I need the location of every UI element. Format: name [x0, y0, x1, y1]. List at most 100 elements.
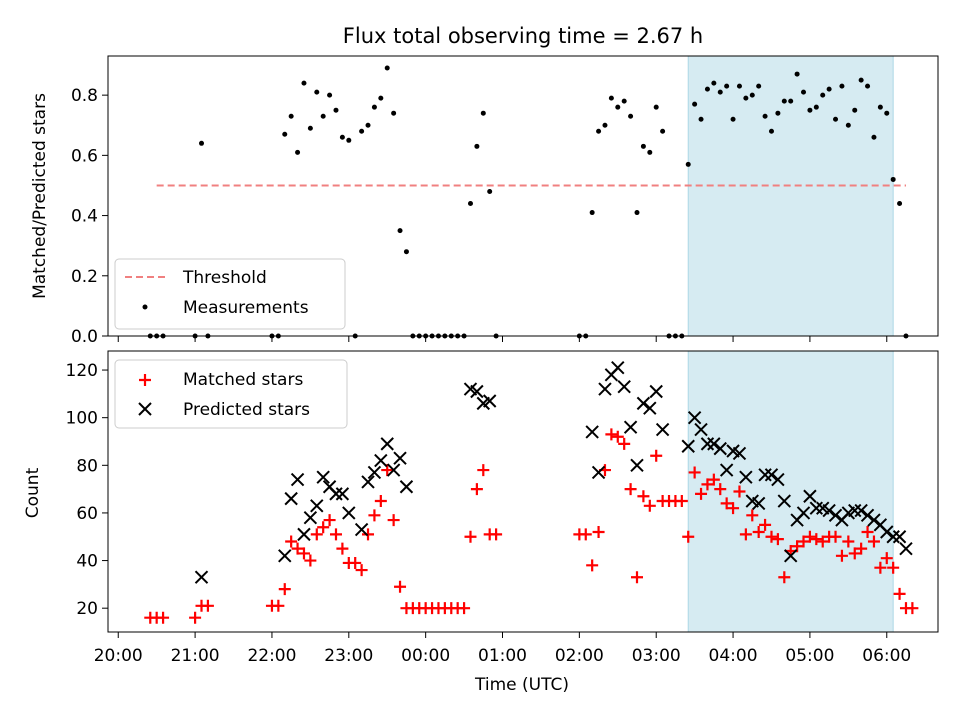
- measurement-point: [359, 128, 365, 134]
- matched-star-point: [637, 490, 650, 503]
- measurement-point: [724, 83, 730, 89]
- matched-star-point: [778, 571, 791, 584]
- measurement-point: [756, 83, 762, 89]
- plot-frame-bottom: [107, 350, 939, 633]
- measurement-point: [736, 83, 742, 89]
- predicted-star-point: [687, 410, 702, 425]
- matched-star-point: [752, 525, 765, 538]
- predicted-star-point: [860, 508, 875, 523]
- y-tick-label-bottom: 40: [76, 552, 98, 572]
- predicted-star-point: [598, 382, 612, 396]
- matched-star-point: [355, 564, 368, 577]
- predicted-star-point: [354, 522, 369, 537]
- y-tick-label-bottom: 100: [66, 409, 98, 429]
- measurement-point: [403, 249, 409, 255]
- matched-star-point: [297, 547, 310, 560]
- measurement-point: [653, 104, 659, 110]
- legend-predicted-swatch: [138, 402, 152, 416]
- x-tick-label: 23:00: [324, 646, 373, 666]
- x-tick-label: 02:00: [555, 646, 604, 666]
- matched-star-point: [618, 437, 631, 450]
- predicted-star-point: [649, 384, 663, 399]
- x-tick-label: 01:00: [478, 646, 527, 666]
- measurement-point: [890, 176, 896, 182]
- predicted-star-point: [880, 525, 894, 539]
- matched-star-point: [157, 611, 170, 624]
- matched-star-point: [906, 602, 919, 615]
- y-tick-label-bottom: 20: [76, 599, 98, 619]
- matched-star-point: [201, 599, 214, 612]
- predicted-star-point: [694, 422, 708, 437]
- measurement-point: [711, 80, 717, 86]
- matched-star-point: [746, 509, 759, 522]
- y-tick-label-bottom: 60: [76, 504, 98, 524]
- measurement-point: [852, 107, 858, 113]
- matched-star-point: [458, 602, 471, 615]
- measurement-point: [743, 95, 749, 101]
- predicted-star-point: [796, 506, 811, 520]
- predicted-star-point: [822, 503, 836, 518]
- measurement-point: [730, 116, 736, 122]
- predicted-star-point: [803, 489, 817, 503]
- predicted-star-point: [899, 541, 913, 556]
- x-axis-ticks-bottom: 20:00 21:00 22:00 23:00 00:00 01:00 02:00 03:00…: [94, 632, 911, 666]
- matched-star-point: [394, 580, 407, 593]
- x-tick-label: 05:00: [785, 646, 834, 666]
- matched-star-point: [624, 483, 637, 496]
- measurement-point: [794, 71, 800, 77]
- measurement-point: [621, 98, 627, 104]
- matched-star-point: [374, 495, 387, 508]
- predicted-star-point: [310, 499, 324, 513]
- measurement-point: [384, 65, 390, 71]
- x-tick-label: 22:00: [247, 646, 296, 666]
- predicted-star-point: [374, 453, 388, 468]
- measurement-point: [596, 128, 602, 134]
- matched-star-point: [329, 528, 342, 541]
- predicted-star-point: [739, 470, 753, 484]
- measurement-point: [762, 113, 768, 119]
- legend-box-bottom: [114, 359, 348, 429]
- matched-stars-points: [144, 428, 919, 624]
- x-tick-label: 06:00: [862, 646, 911, 666]
- chart-title: Flux total observing time = 2.67 h: [343, 24, 703, 48]
- matched-star-point: [477, 464, 490, 477]
- predicted-star-point: [290, 472, 305, 487]
- predicted-star-point: [848, 503, 862, 518]
- matched-star-point: [310, 528, 323, 541]
- predicted-star-point: [764, 468, 779, 482]
- matched-star-point: [739, 528, 752, 541]
- predicted-star-point: [700, 437, 715, 451]
- predicted-star-point: [617, 380, 631, 394]
- measurement-point: [365, 122, 371, 128]
- measurement-point: [833, 116, 839, 122]
- predicted-star-point: [828, 508, 843, 523]
- measurement-point: [685, 161, 691, 167]
- measurement-point: [845, 122, 851, 128]
- predicted-star-point: [380, 437, 394, 451]
- predicted-star-point: [751, 496, 766, 511]
- predicted-star-point: [591, 465, 606, 480]
- matched-star-point: [336, 542, 349, 555]
- measurement-point: [589, 210, 595, 216]
- measurement-point: [314, 89, 320, 95]
- y-tick-label-top: 0.6: [71, 146, 98, 166]
- predicted-star-point: [758, 468, 772, 482]
- predicted-star-point: [393, 451, 407, 465]
- measurement-point: [660, 128, 666, 134]
- measurement-point: [884, 110, 890, 116]
- legend-threshold-label: Threshold: [182, 268, 267, 288]
- y-axis-ticks-bottom: 20 40 60 80 100 120: [66, 361, 108, 619]
- matched-star-point: [611, 430, 624, 443]
- measurement-point: [698, 116, 704, 122]
- measurement-point: [826, 86, 832, 92]
- predicted-star-point: [316, 470, 330, 484]
- predicted-star-point: [284, 491, 298, 506]
- predicted-star-point: [867, 513, 881, 527]
- measurement-point: [692, 101, 698, 107]
- measurement-point: [615, 104, 621, 110]
- matched-star-point: [189, 611, 202, 624]
- x-axis-ticks-top: [117, 336, 888, 342]
- matched-star-point: [368, 509, 381, 522]
- measurement-point: [704, 86, 710, 92]
